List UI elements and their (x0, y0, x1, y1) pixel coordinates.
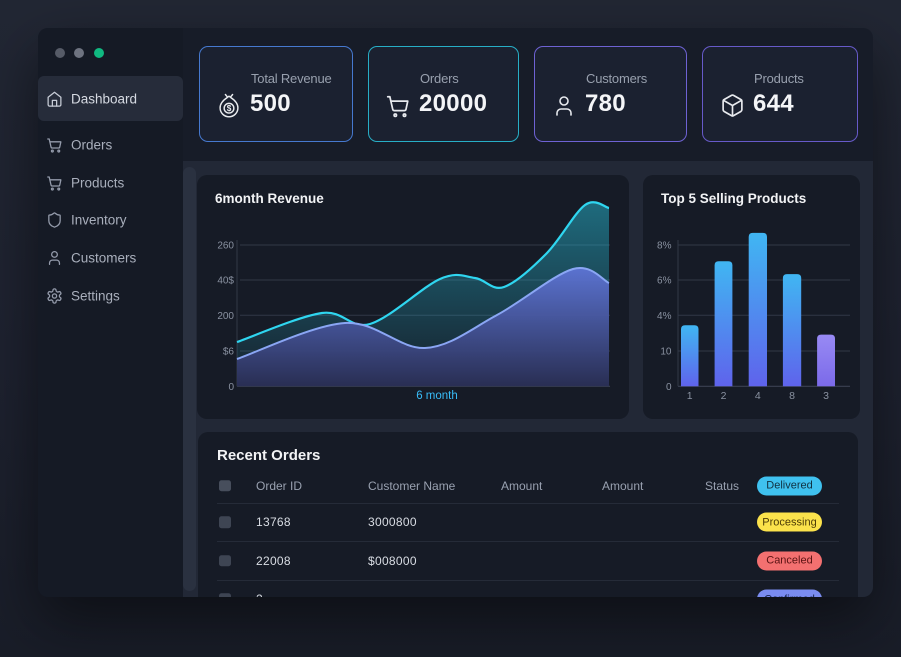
svg-text:$6: $6 (223, 347, 235, 358)
svg-text:0: 0 (228, 382, 234, 393)
svg-text:4%: 4% (657, 311, 672, 322)
svg-text:4: 4 (755, 390, 761, 402)
svg-text:200: 200 (217, 311, 234, 322)
svg-text:2: 2 (721, 390, 727, 402)
svg-text:1: 1 (687, 390, 693, 402)
svg-text:0: 0 (666, 382, 672, 393)
svg-text:6 month: 6 month (416, 390, 458, 402)
svg-text:8: 8 (789, 390, 795, 402)
svg-text:260: 260 (217, 241, 234, 252)
svg-text:8%: 8% (657, 241, 672, 252)
svg-text:10: 10 (660, 347, 672, 358)
svg-text:3: 3 (823, 390, 829, 402)
svg-text:6%: 6% (657, 276, 672, 287)
svg-text:40$: 40$ (217, 276, 234, 287)
svg-text:$: $ (227, 104, 232, 113)
